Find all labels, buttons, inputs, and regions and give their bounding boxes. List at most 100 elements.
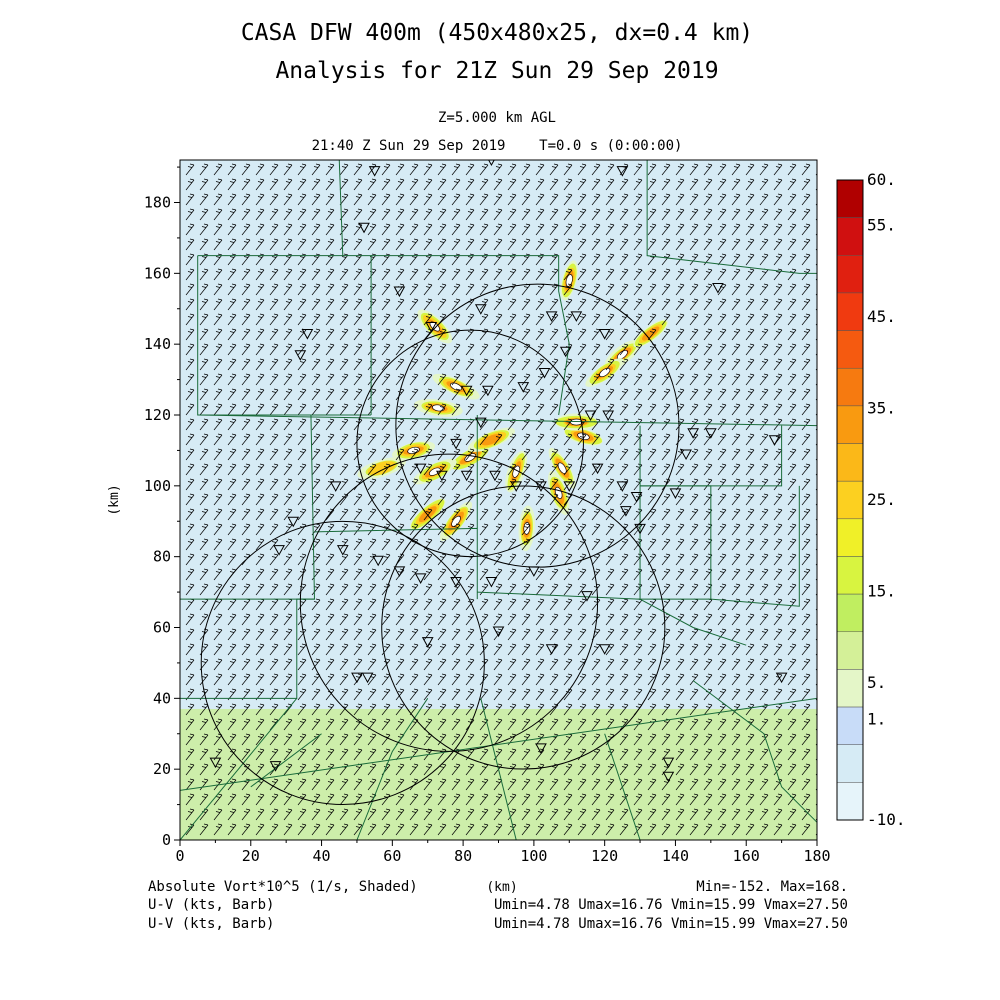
wind-barb (535, 598, 545, 611)
wind-barb (465, 343, 475, 356)
wind-barb (437, 598, 447, 611)
wind-barb (325, 253, 335, 266)
wind-barb (619, 283, 629, 296)
wind-barb (535, 388, 545, 401)
wind-barb (689, 403, 699, 416)
wind-barb (255, 463, 265, 476)
wind-barb (283, 658, 293, 671)
wind-barb (325, 523, 335, 536)
wind-barb (577, 778, 587, 791)
wind-barb (227, 823, 237, 836)
wind-barb (367, 808, 377, 821)
wind-barb (269, 583, 279, 596)
wind-barb (213, 793, 223, 806)
wind-barb (339, 718, 349, 731)
wind-barb (731, 808, 741, 821)
wind-barb (227, 478, 237, 491)
y-tick-label: 0 (162, 831, 171, 849)
wind-barb (647, 613, 657, 626)
wind-barb (325, 193, 335, 206)
wind-barb (787, 253, 797, 266)
wind-barb (549, 163, 559, 176)
wind-barb (647, 703, 657, 716)
wind-barb (717, 778, 727, 791)
wind-barb (689, 343, 699, 356)
wind-barb (437, 613, 447, 626)
wind-barb (381, 373, 391, 386)
wind-barb (451, 238, 461, 251)
wind-barb (675, 238, 685, 251)
wind-barb (325, 748, 335, 761)
wind-stats-1: Umin=4.78 Umax=16.76 Vmin=15.99 Vmax=27.… (494, 897, 848, 913)
wind-barb (549, 253, 559, 266)
wind-barb (633, 733, 643, 746)
wind-barb (577, 508, 587, 521)
county-line (480, 698, 517, 840)
wind-barb (479, 778, 489, 791)
county-line (640, 485, 712, 600)
wind-barb (367, 418, 377, 431)
vorticity-feature (391, 441, 436, 460)
wind-barb (465, 313, 475, 326)
wind-barb (647, 748, 657, 761)
wind-barb (759, 193, 769, 206)
wind-barb (507, 208, 517, 221)
wind-barb (353, 703, 363, 716)
wind-barb (801, 763, 811, 776)
wind-barb (605, 658, 615, 671)
wind-barb (185, 763, 195, 776)
wind-barb (325, 343, 335, 356)
wind-barb (591, 253, 601, 266)
wind-barb (423, 298, 433, 311)
wind-barb (549, 508, 559, 521)
wind-barb (241, 583, 251, 596)
wind-barb (717, 373, 727, 386)
station-marker (584, 410, 597, 422)
wind-barb (605, 493, 615, 506)
wind-barb (437, 253, 447, 266)
range-ring (299, 453, 599, 752)
wind-barb (507, 358, 517, 371)
wind-barb (759, 568, 769, 581)
wind-barb (185, 778, 195, 791)
wind-barb (759, 673, 769, 686)
wind-barb (549, 718, 559, 731)
wind-barb (297, 493, 307, 506)
wind-barb (745, 268, 755, 281)
wind-barb (227, 223, 237, 236)
wind-barb (787, 463, 797, 476)
wind-barb (423, 763, 433, 776)
wind-barb (801, 523, 811, 536)
wind-barb (717, 403, 727, 416)
wind-barb (787, 508, 797, 521)
wind-barb (199, 193, 209, 206)
wind-barb (577, 373, 587, 386)
wind-barb (647, 163, 657, 176)
wind-barb (185, 643, 195, 656)
wind-barb (367, 688, 377, 701)
wind-barb (731, 658, 741, 671)
wind-barb (493, 238, 503, 251)
wind-barb (661, 733, 671, 746)
wind-barb (745, 298, 755, 311)
wind-barb (311, 703, 321, 716)
wind-barb (465, 643, 475, 656)
wind-barb (731, 283, 741, 296)
wind-barb (255, 643, 265, 656)
wind-barb (745, 493, 755, 506)
wind-barb (437, 763, 447, 776)
wind-barb (507, 673, 517, 686)
wind-barb (311, 763, 321, 776)
wind-barb (255, 553, 265, 566)
wind-barb (367, 823, 377, 836)
station-marker (336, 545, 349, 556)
wind-barb (297, 643, 307, 656)
wind-barb (745, 403, 755, 416)
wind-barb (535, 538, 545, 551)
wind-barb (409, 358, 419, 371)
wind-barb (689, 373, 699, 386)
wind-barb (647, 778, 657, 791)
wind-barb (451, 403, 461, 416)
station-marker (517, 382, 530, 393)
wind-barb (717, 568, 727, 581)
